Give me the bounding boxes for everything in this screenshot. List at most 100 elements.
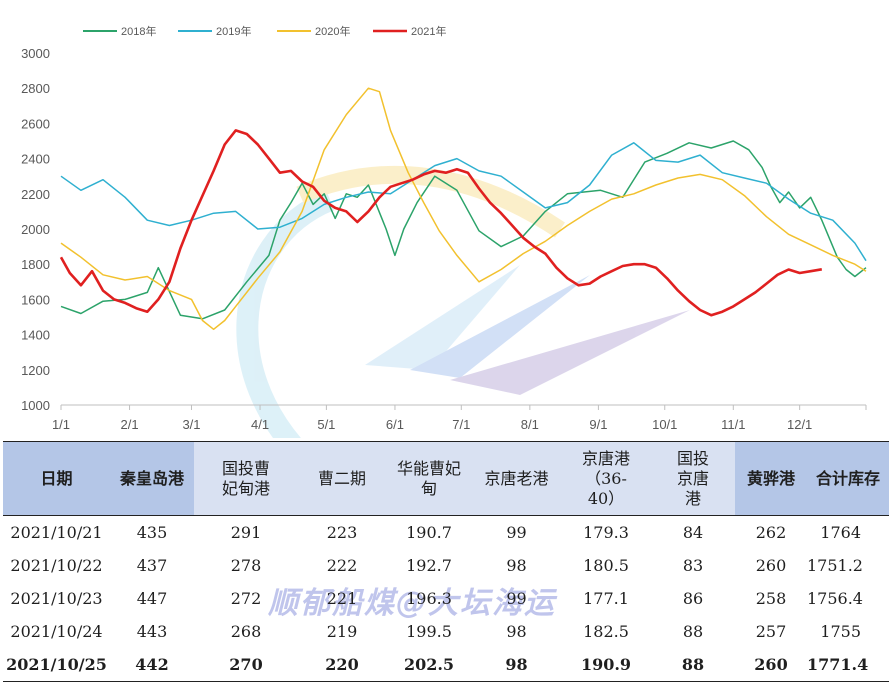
x-tick-label: 7/1 <box>452 417 470 432</box>
table-cell: 177.1 <box>583 589 629 608</box>
table-cell: 260 <box>735 648 807 682</box>
header-guotou-caofeidian: 国投曹妃甸港 <box>194 441 298 516</box>
header-total: 合计库存 <box>807 441 889 516</box>
table-cell: 88 <box>651 648 735 682</box>
table-cell: 179.3 <box>583 523 629 542</box>
table-cell: 437 <box>136 556 168 575</box>
table-cell: 2021/10/23 <box>10 589 103 608</box>
y-tick-label: 1200 <box>21 363 50 378</box>
table-cell: 291 <box>230 523 262 542</box>
table-cell: 84 <box>682 523 704 542</box>
x-tick-label: 12/1 <box>787 417 812 432</box>
table-cell: 98 <box>506 556 527 575</box>
table-row: 2021/10/23 447 272 221 196.3 99 177.1 86 258 1756… <box>3 582 889 615</box>
header-huaneng-caofeidian: 华能曹妃甸 <box>386 441 472 516</box>
table-cell: 1771.4 <box>807 648 889 682</box>
table-cell: 2021/10/22 <box>10 556 103 575</box>
table-row: 2021/10/24 443 268 219 199.5 98 182.5 88 257 1755 <box>3 615 889 648</box>
table-cell: 99 <box>506 523 527 542</box>
x-tick-label: 2/1 <box>121 417 139 432</box>
table-cell: 1751.2 <box>807 556 863 575</box>
table-cell: 260 <box>755 556 787 575</box>
table-cell: 221 <box>326 589 358 608</box>
table-cell: 1756.4 <box>807 589 863 608</box>
header-cao-erqi: 曹二期 <box>298 441 386 516</box>
watermark-logo <box>236 165 690 438</box>
table-cell: 1755 <box>820 622 861 641</box>
table-row: 2021/10/22 437 278 222 192.7 98 180.5 83 260 1751… <box>3 549 889 582</box>
table-cell: 190.7 <box>406 523 452 542</box>
inventory-line-chart: 1000 1200 1400 1600 1800 2000 2200 2400 2600 2800… <box>21 24 867 438</box>
header-guotou-caofeidian-text: 国投曹妃甸港 <box>221 458 270 498</box>
table-cell: 83 <box>682 556 704 575</box>
x-tick-label: 11/1 <box>721 417 745 432</box>
header-huaneng-caofeidian-text: 华能曹妃甸 <box>396 458 461 498</box>
series-line-1 <box>60 140 867 320</box>
y-tick-label: 2600 <box>21 116 50 131</box>
header-qinhuangdao: 秦皇岛港 <box>110 441 194 516</box>
y-tick-label: 3000 <box>21 46 50 61</box>
legend-label: 2019年 <box>216 24 251 38</box>
table-cell: 270 <box>194 648 298 682</box>
table-cell: 2021/10/24 <box>10 622 103 641</box>
series-line-4 <box>59 129 823 317</box>
table-cell: 86 <box>682 589 704 608</box>
legend-label: 2018年 <box>121 24 156 38</box>
x-tick-label: 5/1 <box>317 417 335 432</box>
header-jingtang-old: 京唐老港 <box>472 441 561 516</box>
table-cell: 192.7 <box>406 556 452 575</box>
table-cell: 220 <box>298 648 386 682</box>
table-cell: 435 <box>136 523 168 542</box>
y-tick-label: 2800 <box>21 81 50 96</box>
y-tick-label: 1800 <box>21 257 50 272</box>
table-cell: 196.3 <box>406 589 452 608</box>
table-cell: 447 <box>136 589 168 608</box>
x-tick-label: 8/1 <box>521 417 539 432</box>
table-cell: 1764 <box>820 523 861 542</box>
series-line-3 <box>60 87 867 331</box>
x-tick-label: 3/1 <box>182 417 200 432</box>
table-cell: 88 <box>682 622 704 641</box>
header-date: 日期 <box>3 441 110 516</box>
watermark-text: 顺郁船煤@大坛海运 <box>268 586 556 621</box>
header-guotou-jingtang: 国投京唐港 <box>651 441 735 516</box>
x-tick-label: 9/1 <box>589 417 607 432</box>
table-cell: 99 <box>506 589 527 608</box>
table-cell: 222 <box>326 556 358 575</box>
table-cell: 268 <box>230 622 262 641</box>
x-tick-label: 6/1 <box>386 417 404 432</box>
legend-label: 2021年 <box>411 24 446 38</box>
table-cell: 190.9 <box>561 648 651 682</box>
x-tick-label: 10/1 <box>652 417 677 432</box>
y-axis: 1000 1200 1400 1600 1800 2000 2200 2400 2600 2800… <box>21 46 50 413</box>
table-cell: 443 <box>136 622 168 641</box>
table-body: 2021/10/21 435 291 223 190.7 99 179.3 84 262 1764… <box>3 516 889 682</box>
header-huanghua: 黄骅港 <box>735 441 807 516</box>
y-tick-label: 1400 <box>21 328 50 343</box>
table-cell: 223 <box>326 523 358 542</box>
table-cell: 2021/10/21 <box>10 523 103 542</box>
y-tick-label: 1600 <box>21 292 50 307</box>
header-jingtang-36-40: 京唐港（36-40） <box>561 441 651 516</box>
table-cell: 2021/10/25 <box>3 648 110 682</box>
legend: 2018年 2019年 2020年 2021年 <box>83 24 446 38</box>
y-tick-label: 2000 <box>21 222 50 237</box>
table-cell: 219 <box>326 622 358 641</box>
table-cell: 180.5 <box>583 556 629 575</box>
x-tick-label: 4/1 <box>251 417 269 432</box>
table-cell: 199.5 <box>406 622 452 641</box>
header-jingtang-36-40-text: 京唐港（36-40） <box>581 448 630 508</box>
port-inventory-table: 日期 秦皇岛港 国投曹妃甸港 曹二期 华能曹妃甸 京唐老港 京唐港（36-40）… <box>3 441 889 682</box>
y-tick-label: 2400 <box>21 152 50 167</box>
table-row: 2021/10/25 442 270 220 202.5 98 190.9 88 260 1771… <box>3 648 889 682</box>
table-cell: 98 <box>472 648 561 682</box>
table-cell: 278 <box>230 556 262 575</box>
table-cell: 262 <box>755 523 787 542</box>
table-cell: 98 <box>506 622 527 641</box>
y-tick-label: 1000 <box>21 398 50 413</box>
series-group <box>59 87 867 331</box>
table-cell: 442 <box>110 648 194 682</box>
header-guotou-jingtang-text: 国投京唐港 <box>676 448 709 508</box>
table-cell: 202.5 <box>386 648 472 682</box>
table-cell: 258 <box>755 589 787 608</box>
